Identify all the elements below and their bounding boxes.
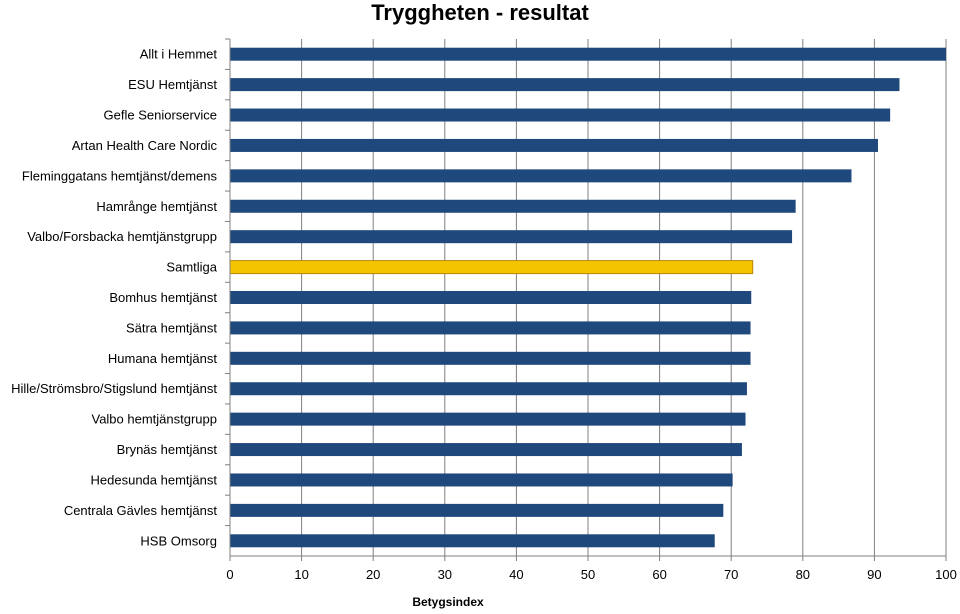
- category-label: Artan Health Care Nordic: [72, 138, 218, 153]
- bar: [230, 199, 796, 213]
- category-label: Hamrånge hemtjänst: [96, 199, 217, 214]
- x-tick-label: 60: [652, 567, 666, 582]
- chart-title: Tryggheten - resultat: [371, 0, 589, 25]
- category-label: Sätra hemtjänst: [126, 320, 217, 335]
- x-tick-label: 40: [509, 567, 523, 582]
- bar: [230, 230, 793, 244]
- category-label: Brynäs hemtjänst: [117, 442, 218, 457]
- bar: [230, 443, 742, 457]
- x-axis-title: Betygsindex: [412, 595, 484, 609]
- category-label: Humana hemtjänst: [108, 351, 217, 366]
- category-label: Samtliga: [166, 260, 217, 275]
- x-tick-label: 50: [581, 567, 595, 582]
- bar: [230, 78, 900, 92]
- bar: [230, 503, 724, 517]
- category-label: ESU Hemtjänst: [128, 77, 217, 92]
- category-label: Valbo/Forsbacka hemtjänstgrupp: [27, 229, 217, 244]
- x-tick-label: 0: [226, 567, 233, 582]
- category-label: Centrala Gävles hemtjänst: [64, 503, 218, 518]
- x-tick-label: 80: [796, 567, 810, 582]
- x-tick-label: 20: [366, 567, 380, 582]
- bar: [230, 47, 946, 61]
- category-label: Allt i Hemmet: [140, 47, 218, 62]
- bars: [229, 47, 946, 548]
- bar-highlight: [229, 260, 754, 275]
- bar: [230, 138, 878, 152]
- x-tick-label: 30: [438, 567, 452, 582]
- bar: [230, 382, 747, 396]
- category-label: HSB Omsorg: [140, 533, 217, 548]
- x-tick-label: 90: [867, 567, 881, 582]
- labels: 0 10 20 30 40 50 60 70 80 90 100 Allt i Hemmet ESU H…: [11, 47, 957, 582]
- category-label: Fleminggatans hemtjänst/demens: [22, 168, 218, 183]
- bar: [230, 351, 751, 365]
- bar: [230, 473, 733, 487]
- bar: [230, 412, 746, 426]
- x-tick-label: 100: [935, 567, 957, 582]
- bar: [230, 169, 852, 183]
- bar: [230, 291, 752, 304]
- bar: [230, 534, 715, 548]
- category-label: Hille/Strömsbro/Stigslund hemtjänst: [11, 381, 217, 396]
- bar: [230, 321, 751, 335]
- axes: [225, 38, 947, 561]
- x-tick-label: 10: [294, 567, 308, 582]
- category-label: Gefle Seniorservice: [104, 108, 217, 123]
- category-label: Hedesunda hemtjänst: [91, 472, 218, 487]
- category-label: Bomhus hemtjänst: [109, 290, 217, 305]
- x-tick-label: 70: [724, 567, 738, 582]
- category-label: Valbo hemtjänstgrupp: [91, 412, 217, 427]
- bar: [230, 108, 891, 122]
